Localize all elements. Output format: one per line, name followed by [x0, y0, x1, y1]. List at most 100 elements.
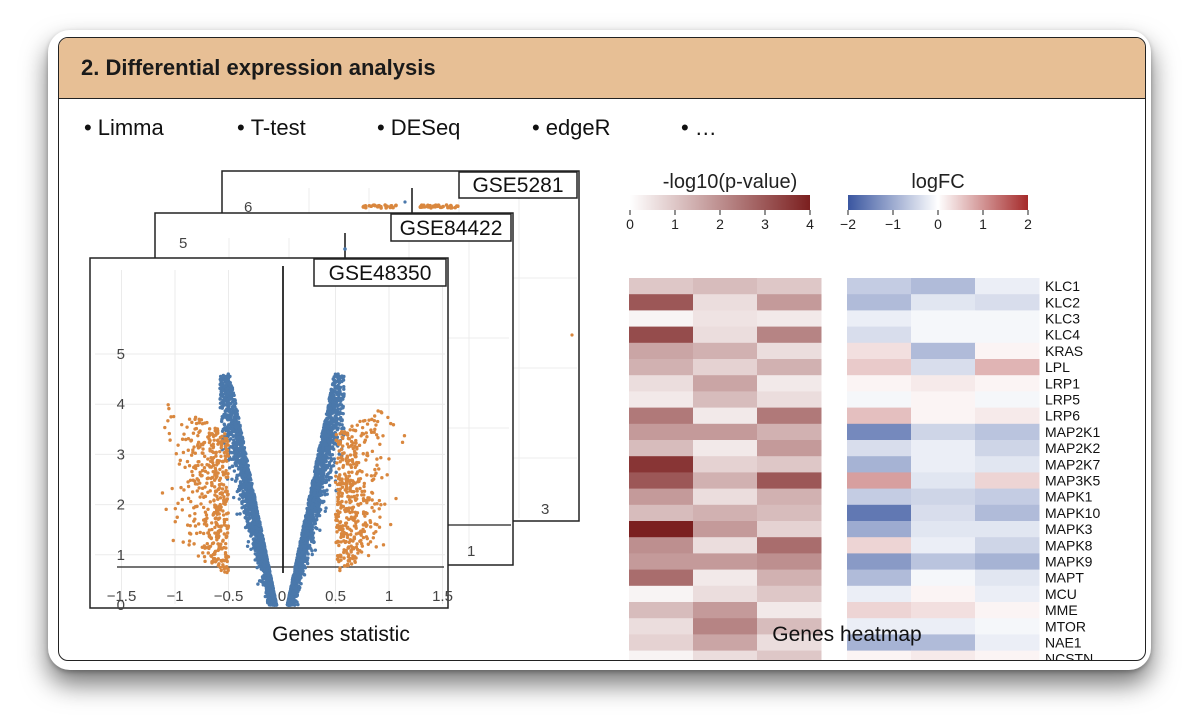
gse48350-y-tick: 2 [117, 497, 125, 514]
gse48350-x-tick: 1.5 [432, 588, 453, 605]
pvalue-cell [693, 521, 758, 538]
pvalue-cell [757, 456, 822, 473]
logfc-cell [847, 294, 912, 311]
gene-label: MAPK10 [1045, 505, 1100, 521]
gene-label: MAP2K7 [1045, 456, 1100, 472]
pvalue-cell [757, 310, 822, 328]
volcano-stack: 6 3 GSE5281 5 1 GSE84422 [89, 170, 580, 646]
logfc-cell [911, 456, 976, 473]
logfc-cell [911, 602, 976, 619]
logfc-cell [975, 618, 1040, 635]
logfc-cell [911, 310, 976, 328]
pvalue-cell [757, 423, 822, 441]
gene-label: MAPK3 [1045, 521, 1093, 537]
logfc-cell [975, 585, 1040, 603]
pvalue-cell [693, 278, 758, 295]
logfc-cell [911, 488, 976, 506]
gene-label: LRP1 [1045, 375, 1080, 391]
logfc-cell [911, 521, 976, 538]
pvalue-cell [629, 310, 694, 328]
logfc-cell [847, 569, 912, 587]
gene-label: MAPT [1045, 570, 1084, 586]
logfc-cell [975, 521, 1040, 538]
legend-tick-label: 3 [761, 216, 769, 232]
pvalue-cell [757, 375, 822, 392]
gse48350-y-tick: 1 [117, 547, 125, 564]
pvalue-cell [629, 618, 694, 635]
heatmap-area: -log10(p-value) 0 1 2 3 4 logFC −2 −1 0 1 2 KLC1… [626, 171, 1100, 660]
logfc-cell [911, 553, 976, 571]
gse48350-y-tick: 3 [117, 446, 125, 463]
pvalue-cell [693, 294, 758, 311]
pvalue-cell [629, 602, 694, 619]
gse48350-y-ticks: 0 1 2 3 4 5 [117, 346, 125, 614]
gse48350-points [160, 372, 407, 607]
gene-label: MAP2K2 [1045, 440, 1100, 456]
pvalue-legend-ticks: 0 1 2 3 4 [626, 210, 814, 232]
pvalue-cell [757, 472, 822, 490]
logfc-cell [911, 634, 976, 652]
pvalue-cell [693, 602, 758, 619]
logfc-cell [847, 504, 912, 522]
logfc-cell [975, 423, 1040, 441]
method-more: •… [681, 115, 717, 140]
pvalue-cell [757, 602, 822, 619]
pvalue-legend-title: -log10(p-value) [663, 171, 798, 193]
logfc-cell [847, 375, 912, 392]
gse84422-label-box [390, 213, 512, 242]
pvalue-cell [693, 585, 758, 603]
logfc-cell [847, 278, 912, 295]
method-ttest: • T-test [237, 115, 306, 140]
pvalue-cell [629, 634, 694, 652]
pvalue-cell [757, 537, 822, 554]
logfc-cell [847, 326, 912, 344]
pvalue-cell [757, 326, 822, 344]
gene-label: KLC1 [1045, 278, 1080, 294]
gse48350-x-tick: 0 [278, 588, 286, 605]
gene-labels: KLC1KLC2KLC3KLC4KRASLPLLRP1LRP5LRP6MAP2K… [1045, 278, 1100, 660]
gene-label: KLC4 [1045, 327, 1080, 343]
pvalue-heatmap [629, 278, 822, 660]
gse48350-label-box [313, 258, 447, 287]
logfc-cell [975, 326, 1040, 344]
gse5281-corner-tick: 3 [541, 501, 549, 518]
gse48350-x-tick: 1 [385, 588, 393, 605]
pvalue-cell [629, 440, 694, 457]
logfc-cell [975, 342, 1040, 360]
pvalue-cell [693, 423, 758, 441]
logfc-cell [975, 602, 1040, 619]
panel-title: 2. Differential expression analysis [81, 55, 436, 80]
pvalue-cell [757, 569, 822, 587]
gse48350-x-tick: −1.5 [107, 588, 137, 605]
pvalue-colorbar [630, 195, 810, 210]
logfc-cell [975, 650, 1040, 660]
pvalue-cell [693, 456, 758, 473]
pvalue-cell [629, 359, 694, 376]
gene-label: KLC2 [1045, 294, 1080, 310]
pvalue-cell [693, 504, 758, 522]
pvalue-cell [693, 488, 758, 506]
analysis-panel: 2. Differential expression analysis • Lim… [58, 37, 1146, 661]
method-deseq: • DESeq [377, 115, 461, 140]
logfc-legend-ticks: −2 −1 0 1 2 [840, 210, 1032, 232]
gse48350-y-tick: 4 [117, 396, 125, 413]
logfc-cell [911, 585, 976, 603]
logfc-cell [975, 391, 1040, 409]
logfc-cell [847, 488, 912, 506]
pvalue-cell [693, 634, 758, 652]
logfc-cell [975, 472, 1040, 490]
legend-tick-label: 4 [806, 216, 814, 232]
logfc-cell [911, 391, 976, 409]
logfc-cell [911, 423, 976, 441]
gene-label: LRP5 [1045, 392, 1080, 408]
logfc-heatmap [847, 278, 1040, 660]
logfc-cell [911, 650, 976, 660]
pvalue-cell [629, 342, 694, 360]
pvalue-cell [757, 342, 822, 360]
logfc-cell [975, 294, 1040, 311]
pvalue-cell [757, 278, 822, 295]
logfc-cell [975, 488, 1040, 506]
logfc-colorbar [848, 195, 1028, 210]
logfc-cell [847, 440, 912, 457]
logfc-cell [847, 407, 912, 425]
